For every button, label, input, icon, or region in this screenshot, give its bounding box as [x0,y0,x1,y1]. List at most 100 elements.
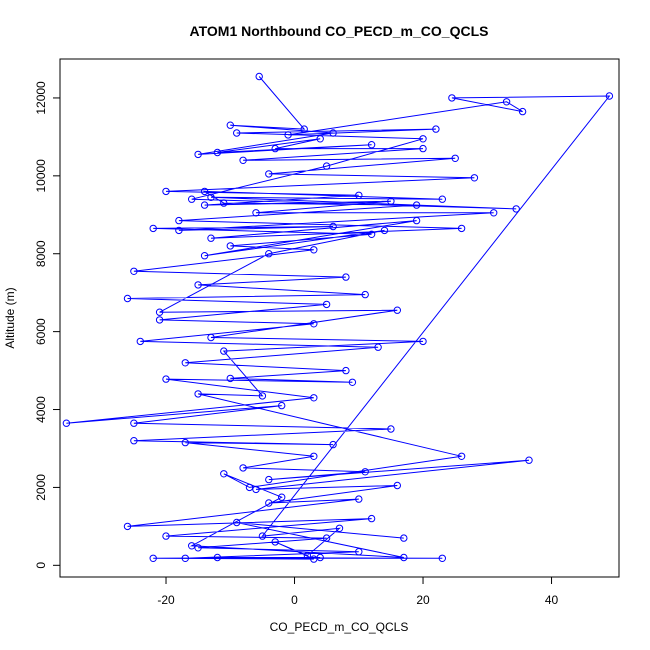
data-point [130,267,138,275]
x-tick-label: 20 [416,593,430,607]
data-point [329,222,337,231]
data-point [245,483,254,492]
data-point [162,375,170,383]
data-point [175,216,183,225]
data-point [322,534,331,542]
data-point [130,419,138,427]
data-point [412,216,421,225]
series-layer [62,72,614,563]
data-point [271,144,279,153]
data-point [300,125,308,133]
data-point [355,495,363,503]
data-point [239,464,247,472]
data-point [194,390,202,398]
data-point [605,92,614,100]
data-point [239,156,247,165]
data-point [310,452,318,460]
data-point [512,205,520,213]
data-point [457,224,466,233]
data-point [329,440,337,449]
data-point [419,135,427,143]
data-point [316,135,324,143]
data-point [200,201,209,209]
data-point [393,481,401,490]
data-point [419,144,427,153]
data-point [188,542,196,550]
data-point [400,534,408,542]
x-tick-label: 40 [545,593,559,607]
data-point [432,125,440,133]
data-point [252,209,260,217]
data-point [123,522,132,531]
data-point [62,419,71,427]
data-point [162,532,170,540]
data-point [258,532,267,540]
data-point [367,514,376,523]
data-point [419,337,427,346]
data-point [284,131,292,139]
data-point [207,234,215,242]
data-point [348,378,357,386]
data-point [233,129,241,137]
x-axis: -20 0 20 40 [157,576,559,607]
data-point [303,551,312,560]
data-point [400,553,408,562]
x-axis-label: CO_PECD_m_CO_QCLS [270,620,409,634]
data-point [233,518,241,527]
data-point [361,468,369,476]
y-tick-label: 0 [34,562,48,569]
x-tick-label: 0 [291,593,298,607]
data-point [329,129,337,137]
y-tick-label: 8000 [34,240,48,267]
data-point [502,98,511,106]
data-point [226,242,235,250]
data-point [342,273,350,281]
data-point [213,553,222,562]
data-point [265,250,273,258]
chart-title: ATOM1 Northbound CO_PECD_m_CO_QCLS [190,23,489,39]
data-point [188,195,196,203]
data-point [149,224,157,233]
data-point [162,187,170,196]
data-point [361,290,369,299]
y-tick-label: 4000 [34,396,48,423]
data-point [265,475,273,484]
data-point [130,437,138,445]
data-point [387,197,395,205]
data-point [226,121,235,129]
data-point [265,170,273,178]
y-tick-label: 10000 [34,159,48,193]
data-point [310,320,318,328]
data-point [387,425,395,433]
data-point [278,401,286,410]
data-point [207,193,215,202]
data-point [200,252,209,260]
y-tick-label: 6000 [34,318,48,345]
y-axis: 0 2000 4000 6000 8000 10000 12000 [34,81,61,569]
data-point [149,554,157,562]
data-point [355,548,363,556]
data-point [380,226,389,235]
data-point [220,470,228,478]
y-axis-label: Altitude (m) [3,287,17,348]
data-point [374,343,382,351]
x-tick-label: -20 [157,593,175,607]
data-point [525,456,533,464]
data-point [155,308,164,316]
data-point [123,294,132,303]
data-point [207,333,215,342]
data-point [438,554,446,562]
data-point [448,94,456,102]
data-point [310,246,318,254]
data-point [451,154,459,163]
data-point [518,107,527,116]
data-point [136,337,145,346]
data-point [213,148,222,157]
data-point [220,347,228,355]
data-point [194,150,202,159]
data-point [310,394,318,402]
data-point [175,226,183,235]
data-point [278,493,286,501]
data-point [490,209,498,217]
